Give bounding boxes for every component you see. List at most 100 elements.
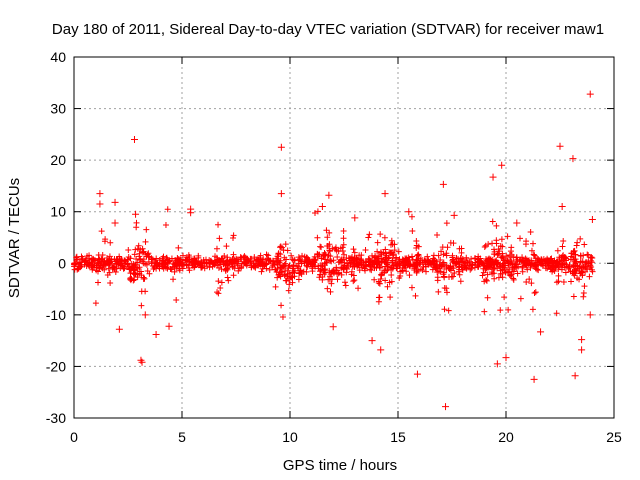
data-point: [365, 255, 372, 262]
data-point: [224, 274, 231, 281]
data-point: [395, 248, 402, 255]
data-point: [326, 248, 333, 255]
data-point: [214, 289, 221, 296]
data-point: [394, 263, 401, 270]
data-point: [413, 269, 420, 276]
data-point: [160, 253, 167, 260]
data-point: [494, 261, 501, 268]
data-point: [238, 265, 245, 272]
data-point: [154, 260, 161, 267]
data-point: [531, 261, 538, 268]
data-point: [208, 257, 215, 264]
data-point: [130, 136, 138, 144]
data-point: [504, 233, 511, 240]
data-point: [340, 228, 347, 235]
data-point: [87, 262, 94, 269]
data-point: [562, 269, 569, 276]
data-point: [549, 258, 556, 265]
data-point: [131, 276, 138, 283]
data-point: [95, 259, 102, 266]
data-point: [522, 255, 529, 262]
data-point: [290, 262, 297, 269]
data-point: [282, 241, 289, 248]
x-tick-label: 5: [178, 429, 186, 445]
data-point: [179, 252, 186, 259]
data-point: [589, 266, 596, 273]
data-point: [145, 258, 152, 265]
data-point: [581, 241, 588, 248]
data-point: [121, 265, 128, 272]
data-point: [537, 328, 545, 336]
data-point: [556, 263, 563, 270]
data-point: [415, 243, 422, 250]
data-point: [447, 263, 454, 270]
data-point: [267, 258, 274, 265]
data-point: [275, 253, 282, 260]
data-point: [374, 239, 381, 246]
data-point: [153, 265, 160, 272]
data-point: [86, 252, 93, 259]
data-point: [577, 235, 584, 242]
data-point: [297, 267, 304, 274]
data-point: [409, 228, 416, 235]
data-point: [586, 311, 594, 319]
data-point: [326, 229, 333, 236]
data-point: [520, 263, 527, 270]
data-point: [513, 265, 520, 272]
data-point: [350, 278, 357, 285]
data-point: [443, 265, 450, 272]
data-point: [128, 260, 135, 267]
data-point: [377, 231, 384, 238]
data-point: [343, 266, 350, 273]
data-point: [412, 292, 419, 299]
data-point: [343, 269, 350, 276]
data-point: [243, 259, 250, 266]
data-point: [385, 255, 392, 262]
data-point: [480, 269, 487, 276]
data-point: [444, 244, 451, 251]
data-point: [135, 242, 142, 249]
data-point: [191, 263, 198, 270]
data-point: [579, 264, 586, 271]
data-point: [224, 261, 231, 268]
data-point: [487, 257, 494, 264]
data-point: [257, 260, 264, 267]
data-point: [96, 190, 104, 198]
data-point: [457, 278, 464, 285]
data-point: [530, 375, 538, 383]
data-point: [192, 258, 199, 265]
y-tick-label: 10: [50, 204, 66, 220]
data-point: [550, 263, 557, 270]
data-point: [216, 257, 223, 264]
data-point: [220, 261, 227, 268]
data-point: [230, 251, 237, 258]
data-point: [580, 293, 587, 300]
data-point: [388, 271, 395, 278]
data-point: [387, 294, 394, 301]
data-point: [149, 263, 156, 270]
data-point: [435, 288, 442, 295]
data-point: [223, 243, 230, 250]
data-point: [286, 262, 293, 269]
data-point: [138, 358, 146, 366]
data-point: [391, 247, 398, 254]
data-point: [300, 268, 307, 275]
data-point: [531, 252, 538, 259]
data-point: [409, 253, 416, 260]
data-point: [315, 265, 322, 272]
data-point: [507, 248, 514, 255]
data-point: [406, 272, 413, 279]
data-point: [458, 245, 465, 252]
data-point: [586, 273, 593, 280]
data-point: [230, 272, 237, 279]
data-point: [571, 262, 578, 269]
data-point: [218, 279, 225, 286]
data-point: [329, 323, 337, 331]
data-point: [324, 234, 331, 241]
data-point: [365, 234, 372, 241]
data-point: [107, 258, 114, 265]
y-tick-label: -20: [46, 358, 66, 374]
data-point: [355, 285, 362, 292]
data-point: [130, 270, 137, 277]
